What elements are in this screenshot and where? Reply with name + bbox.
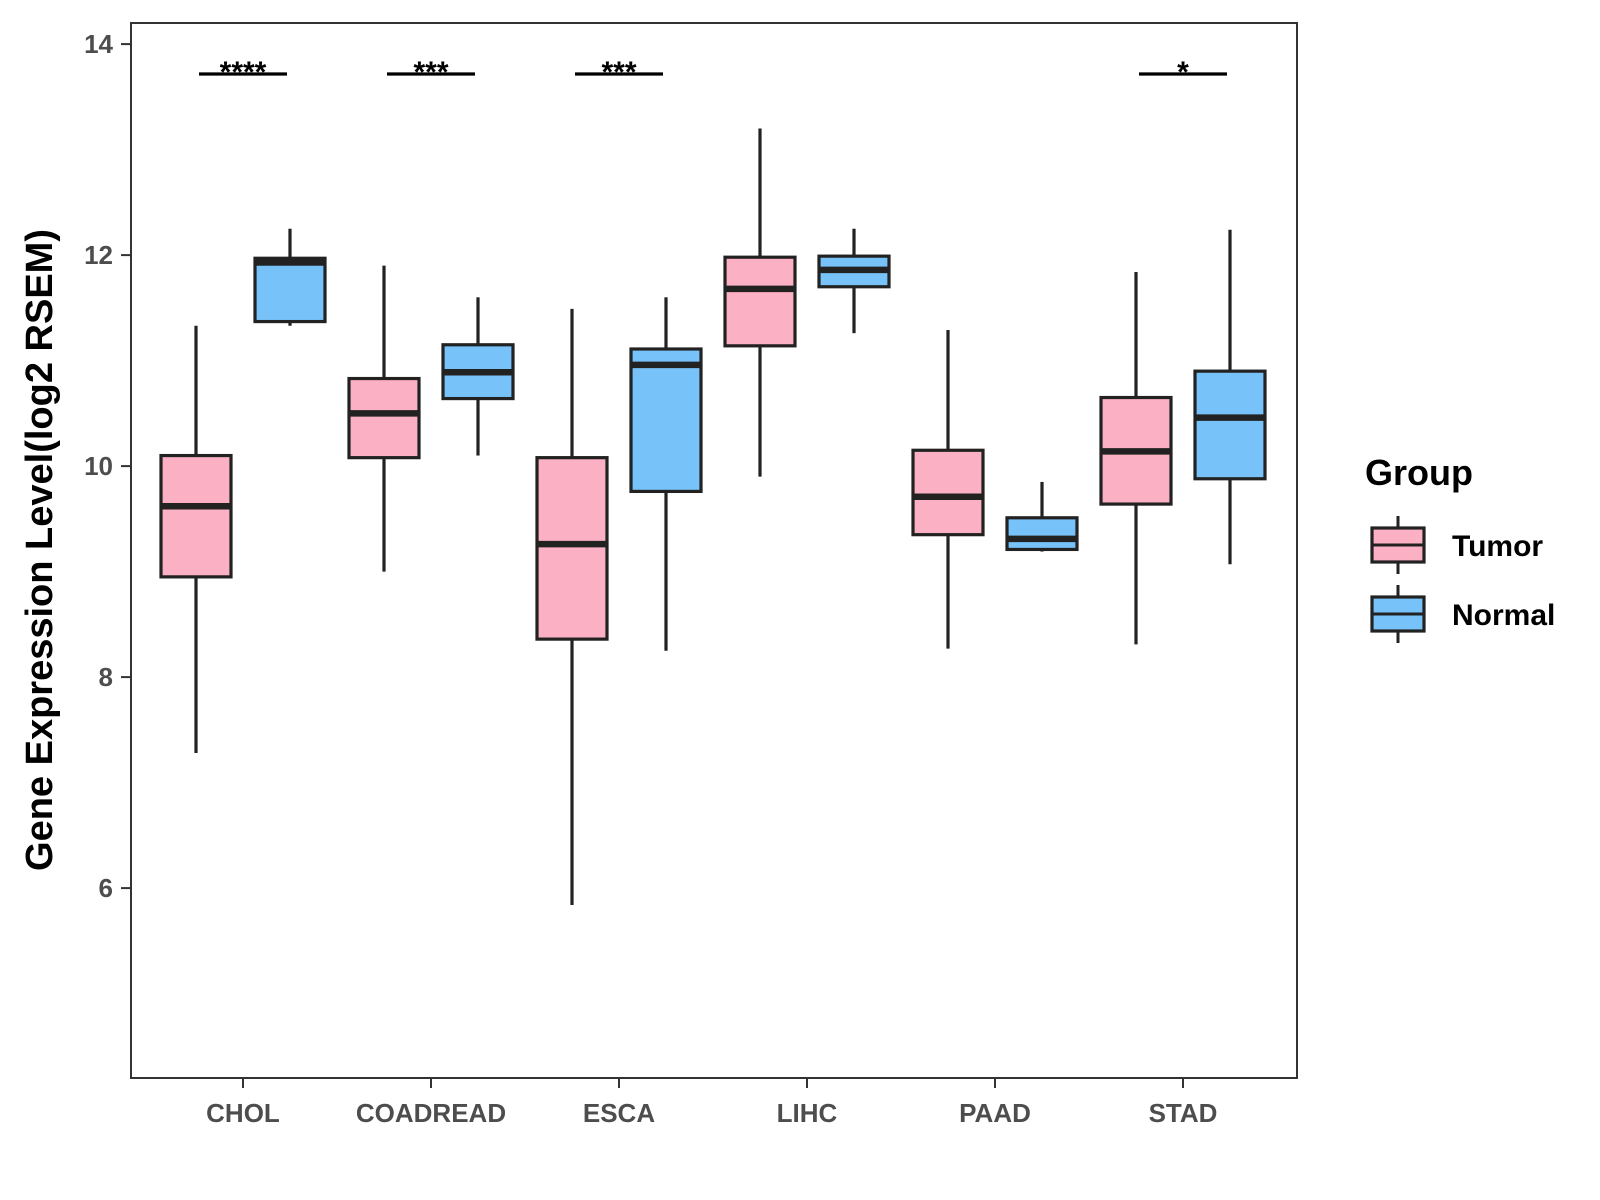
y-tick-label: 14 <box>84 29 113 59</box>
box-body <box>347 376 421 460</box>
box-tumor-esca <box>535 308 609 905</box>
x-tick-label: COADREAD <box>356 1098 506 1128</box>
legend-item-normal: Normal <box>1370 585 1555 643</box>
significance-label: **** <box>220 56 267 89</box>
axis-layer: 6 8 10 12 14 CHOL COADREAD ESCA LIHC PAAD STAD <box>84 29 1217 1128</box>
legend-items: Tumor Normal <box>1370 516 1555 643</box>
box-body <box>911 448 985 537</box>
box-body <box>535 456 609 641</box>
x-tick-label: ESCA <box>583 1098 655 1128</box>
significance-label: *** <box>413 56 448 89</box>
significance-label: *** <box>601 56 636 89</box>
box-normal-coadread <box>441 297 515 456</box>
y-tick-label: 6 <box>99 873 113 903</box>
x-tick-label: LIHC <box>777 1098 838 1128</box>
box-tumor-chol <box>159 325 233 754</box>
box-normal-stad <box>1193 229 1267 565</box>
boxes-layer <box>159 128 1267 905</box>
legend-label: Normal <box>1452 599 1555 632</box>
box-normal-paad <box>1005 481 1079 552</box>
box-body <box>159 453 233 579</box>
x-tick-label: PAAD <box>959 1098 1031 1128</box>
y-axis-title: Gene Expression Level(log2 RSEM) <box>19 229 61 871</box>
y-tick-label: 10 <box>84 451 113 481</box>
annotation-layer: **** *** *** * <box>199 56 1227 89</box>
box-tumor-lihc <box>723 128 797 477</box>
box-body <box>629 347 703 494</box>
significance-label: * <box>1177 56 1189 89</box>
box-body <box>253 256 327 324</box>
y-tick-label: 12 <box>84 240 113 270</box>
x-tick-label: CHOL <box>206 1098 280 1128</box>
box-normal-chol <box>253 228 327 326</box>
box-tumor-coadread <box>347 265 421 572</box>
legend: Group Tumor Normal <box>1365 452 1555 643</box>
box-normal-lihc <box>817 228 891 334</box>
box-tumor-stad <box>1099 271 1173 645</box>
x-tick-label: STAD <box>1149 1098 1218 1128</box>
legend-title: Group <box>1365 452 1473 493</box>
box-tumor-paad <box>911 330 985 649</box>
box-normal-esca <box>629 297 703 651</box>
legend-item-tumor: Tumor <box>1370 516 1543 574</box>
box-body <box>1193 369 1267 481</box>
box-body <box>723 255 797 348</box>
legend-label: Tumor <box>1452 530 1543 563</box>
box-body <box>1005 516 1079 552</box>
y-tick-label: 8 <box>99 662 113 692</box>
plot-panel <box>130 22 1298 1079</box>
